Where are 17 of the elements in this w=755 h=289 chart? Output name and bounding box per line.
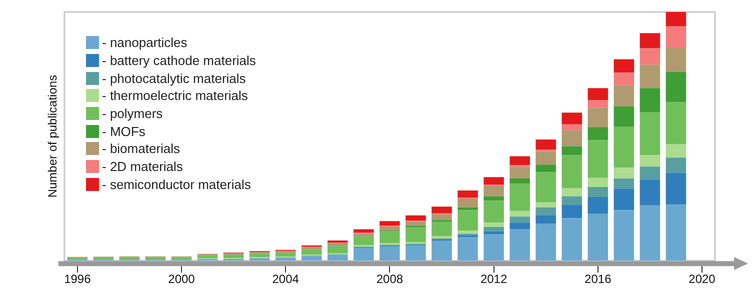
x-tick-label: 2008	[376, 272, 404, 286]
legend-label: - nanoparticles	[102, 35, 188, 50]
legend-label: - battery cathode materials	[102, 53, 256, 68]
legend-label: - polymers	[102, 106, 163, 122]
legend-label: - MOFs	[102, 124, 146, 139]
x-tick-label: 2016	[584, 272, 612, 286]
y-axis-title: Number of publications	[46, 74, 60, 198]
legend-label: - 2D materials	[102, 159, 183, 174]
legend-label: - semiconductor materials	[102, 176, 251, 192]
legend-label: - thermoelectric materials	[102, 88, 248, 104]
x-tick-label: 2000	[168, 272, 196, 286]
legend-label: - biomaterials	[102, 141, 180, 156]
x-tick-label: 2020	[688, 272, 716, 286]
x-tick-label: 2012	[480, 272, 508, 286]
legend-label: - photocatalytic materials	[102, 70, 246, 86]
x-tick-label: 1996	[64, 272, 92, 286]
x-tick-label: 2004	[272, 272, 300, 286]
